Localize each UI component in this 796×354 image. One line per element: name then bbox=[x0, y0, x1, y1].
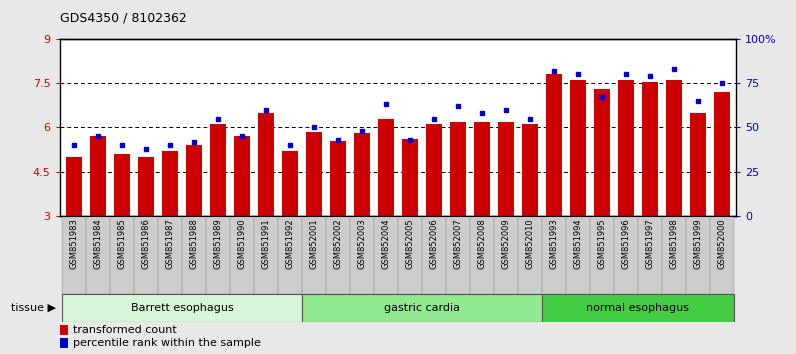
Bar bbox=[566, 216, 590, 294]
Bar bbox=[402, 139, 418, 216]
Bar bbox=[451, 121, 466, 216]
Bar bbox=[186, 145, 202, 216]
Text: GSM851992: GSM851992 bbox=[286, 218, 295, 269]
Bar bbox=[182, 216, 206, 294]
Text: GSM852005: GSM852005 bbox=[405, 218, 415, 269]
Bar bbox=[326, 216, 350, 294]
Bar bbox=[66, 157, 82, 216]
Text: GSM851995: GSM851995 bbox=[598, 218, 607, 269]
Bar bbox=[590, 216, 614, 294]
Text: GSM852004: GSM852004 bbox=[381, 218, 391, 269]
Text: GSM851983: GSM851983 bbox=[69, 218, 79, 269]
Bar bbox=[398, 216, 422, 294]
Bar bbox=[686, 216, 710, 294]
Bar bbox=[115, 154, 130, 216]
Bar bbox=[278, 216, 302, 294]
Text: GSM851997: GSM851997 bbox=[646, 218, 654, 269]
Bar bbox=[690, 113, 706, 216]
Text: gastric cardia: gastric cardia bbox=[384, 303, 460, 313]
Bar bbox=[306, 132, 322, 216]
Text: GDS4350 / 8102362: GDS4350 / 8102362 bbox=[60, 12, 186, 25]
Text: GSM851993: GSM851993 bbox=[549, 218, 559, 269]
Text: GSM851999: GSM851999 bbox=[693, 218, 702, 269]
Bar bbox=[210, 125, 226, 216]
Text: GSM851994: GSM851994 bbox=[573, 218, 583, 269]
Bar bbox=[446, 216, 470, 294]
Text: transformed count: transformed count bbox=[73, 325, 177, 335]
Bar bbox=[618, 80, 634, 216]
Bar bbox=[374, 216, 398, 294]
Bar bbox=[518, 216, 542, 294]
Text: GSM851990: GSM851990 bbox=[237, 218, 247, 269]
Bar bbox=[254, 216, 278, 294]
Bar bbox=[474, 121, 490, 216]
Bar bbox=[62, 216, 86, 294]
Bar bbox=[60, 325, 68, 335]
Bar bbox=[110, 216, 134, 294]
Bar bbox=[422, 216, 446, 294]
Bar bbox=[86, 216, 110, 294]
Bar bbox=[710, 216, 734, 294]
Bar bbox=[258, 113, 274, 216]
Bar bbox=[302, 295, 542, 321]
Text: percentile rank within the sample: percentile rank within the sample bbox=[73, 338, 261, 348]
Text: GSM852009: GSM852009 bbox=[501, 218, 510, 269]
Bar bbox=[350, 216, 374, 294]
Text: Barrett esophagus: Barrett esophagus bbox=[131, 303, 233, 313]
Bar bbox=[714, 92, 730, 216]
Bar bbox=[354, 133, 370, 216]
Bar bbox=[638, 216, 662, 294]
Text: GSM852000: GSM852000 bbox=[717, 218, 727, 269]
Bar bbox=[162, 151, 178, 216]
Bar bbox=[206, 216, 230, 294]
Text: GSM852001: GSM852001 bbox=[310, 218, 318, 269]
Text: GSM852002: GSM852002 bbox=[334, 218, 342, 269]
Bar bbox=[594, 89, 610, 216]
Bar bbox=[330, 141, 345, 216]
Text: tissue ▶: tissue ▶ bbox=[10, 303, 56, 313]
Text: GSM851984: GSM851984 bbox=[94, 218, 103, 269]
Bar bbox=[522, 125, 538, 216]
Bar bbox=[546, 74, 562, 216]
Bar bbox=[302, 216, 326, 294]
Bar bbox=[139, 157, 154, 216]
Bar bbox=[498, 121, 513, 216]
Bar bbox=[494, 216, 518, 294]
Bar bbox=[234, 136, 250, 216]
Text: GSM851989: GSM851989 bbox=[213, 218, 223, 269]
Text: GSM851988: GSM851988 bbox=[189, 218, 198, 269]
Text: normal esophagus: normal esophagus bbox=[587, 303, 689, 313]
Bar bbox=[426, 125, 442, 216]
Text: GSM851991: GSM851991 bbox=[262, 218, 271, 269]
Bar bbox=[666, 80, 681, 216]
Bar bbox=[614, 216, 638, 294]
Bar bbox=[230, 216, 254, 294]
Bar bbox=[134, 216, 158, 294]
Text: GSM852003: GSM852003 bbox=[357, 218, 366, 269]
Text: GSM852007: GSM852007 bbox=[454, 218, 462, 269]
Bar bbox=[470, 216, 494, 294]
Text: GSM852010: GSM852010 bbox=[525, 218, 534, 269]
Bar bbox=[283, 151, 298, 216]
Text: GSM851985: GSM851985 bbox=[118, 218, 127, 269]
Bar bbox=[158, 216, 182, 294]
Text: GSM851996: GSM851996 bbox=[622, 218, 630, 269]
Bar bbox=[62, 295, 302, 321]
Text: GSM852006: GSM852006 bbox=[430, 218, 439, 269]
Bar bbox=[542, 295, 734, 321]
Bar bbox=[60, 338, 68, 348]
Text: GSM851987: GSM851987 bbox=[166, 218, 174, 269]
Text: GSM851998: GSM851998 bbox=[669, 218, 678, 269]
Text: GSM852008: GSM852008 bbox=[478, 218, 486, 269]
Bar bbox=[542, 216, 566, 294]
Bar bbox=[662, 216, 686, 294]
Bar bbox=[570, 80, 586, 216]
Bar bbox=[642, 82, 657, 216]
Text: GSM851986: GSM851986 bbox=[142, 218, 150, 269]
Bar bbox=[378, 119, 394, 216]
Bar bbox=[90, 136, 106, 216]
